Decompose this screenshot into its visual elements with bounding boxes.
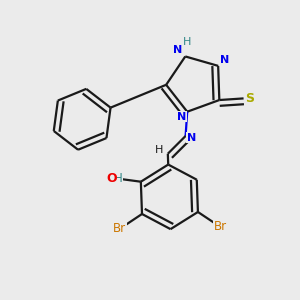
Text: S: S xyxy=(245,92,254,105)
Text: H: H xyxy=(113,172,122,185)
Text: N: N xyxy=(187,133,196,142)
Text: N: N xyxy=(172,45,182,55)
Text: Br: Br xyxy=(214,220,227,233)
Text: N: N xyxy=(220,55,229,65)
Text: O: O xyxy=(106,172,117,185)
Text: Br: Br xyxy=(113,222,126,235)
Text: H: H xyxy=(183,37,191,47)
Text: N: N xyxy=(177,112,186,122)
Text: H: H xyxy=(154,145,163,155)
